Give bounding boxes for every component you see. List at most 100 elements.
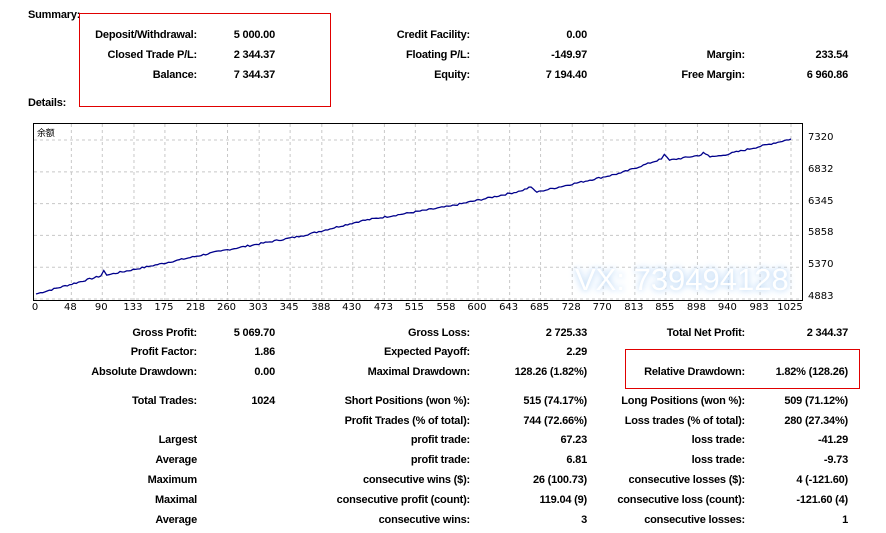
- highlight-box-relative-drawdown: [625, 349, 860, 389]
- stat-value: -9.73: [823, 454, 848, 466]
- x-tick-label: 473: [373, 302, 393, 313]
- stat-value: 509 (71.12%): [784, 395, 848, 407]
- stat-value: 744 (72.66%): [523, 415, 587, 427]
- x-tick-label: 133: [123, 302, 143, 313]
- x-tick-label: 515: [404, 302, 424, 313]
- x-tick-label: 813: [624, 302, 644, 313]
- stat-value: 0.00: [566, 29, 587, 41]
- stat-label: consecutive profit (count):: [336, 494, 471, 506]
- stat-value: 5 069.70: [233, 327, 275, 339]
- stat-label: Floating P/L:: [405, 49, 470, 61]
- y-tick-label: 6345: [808, 195, 834, 207]
- stat-value: 7 194.40: [545, 69, 587, 81]
- x-tick-label: 770: [592, 302, 612, 313]
- stat-value: 1: [842, 514, 848, 526]
- stat-label: Equity:: [434, 69, 470, 81]
- chart-plot: [34, 124, 802, 300]
- stat-value: 67.23: [560, 434, 587, 446]
- highlight-box-summary: [79, 13, 331, 107]
- x-tick-label: 90: [94, 302, 108, 313]
- stat-value: 3: [581, 514, 587, 526]
- stat-label: Long Positions (won %):: [621, 395, 745, 407]
- x-tick-label: 218: [186, 302, 206, 313]
- x-tick-label: 685: [530, 302, 550, 313]
- stat-label: Balance:: [152, 69, 197, 81]
- y-tick-label: 5858: [808, 227, 834, 239]
- x-tick-label: 643: [499, 302, 519, 313]
- stat-label: Total Net Profit:: [666, 327, 745, 339]
- stat-label: Short Positions (won %):: [344, 395, 471, 407]
- x-tick-label: 728: [561, 302, 581, 313]
- x-tick-label: 898: [686, 302, 706, 313]
- stat-value: -41.29: [818, 434, 848, 446]
- y-tick-label: 6832: [808, 163, 834, 175]
- stat-label: Loss trades (% of total):: [624, 415, 745, 427]
- stat-label: Closed Trade P/L:: [107, 49, 197, 61]
- stat-value: -121.60 (4): [796, 494, 848, 506]
- stat-value: 0.00: [254, 366, 275, 378]
- x-tick-label: 940: [717, 302, 737, 313]
- stat-value: 233.54: [815, 49, 849, 61]
- x-tick-label: 600: [467, 302, 487, 313]
- summary-title: Summary:: [28, 9, 81, 21]
- stat-value: 4 (-121.60): [796, 474, 848, 486]
- stat-value: 1024: [251, 395, 275, 407]
- stat-label: consecutive losses ($):: [628, 474, 746, 486]
- stat-value: 119.04 (9): [539, 494, 587, 506]
- stat-label: Total Trades:: [131, 395, 197, 407]
- stat-value: 6 960.86: [806, 69, 848, 81]
- stat-value: 128.26 (1.82%): [514, 366, 588, 378]
- stat-value: 2 344.37: [806, 327, 848, 339]
- stat-label: Gross Loss:: [408, 327, 470, 339]
- balance-chart: 余额: [33, 123, 803, 301]
- x-tick-label: 260: [216, 302, 237, 313]
- stat-label: Maximal Drawdown:: [367, 366, 471, 378]
- x-tick-label: 558: [436, 302, 456, 313]
- stat-value: -149.97: [551, 49, 587, 61]
- stat-label: Relative Drawdown:: [644, 366, 745, 378]
- stat-label: consecutive loss (count):: [617, 494, 745, 506]
- stat-value: 6.81: [566, 454, 587, 466]
- stat-label: consecutive losses:: [644, 514, 745, 526]
- stat-value: 1.86: [254, 346, 275, 358]
- stat-label: consecutive wins ($):: [362, 474, 470, 486]
- chart-title: 余额: [37, 128, 55, 138]
- x-tick-label: 345: [279, 302, 299, 313]
- stat-label: Profit Factor:: [130, 346, 197, 358]
- x-tick-label: 430: [342, 302, 362, 313]
- x-tick-label: 175: [154, 302, 174, 313]
- y-tick-label: 5370: [808, 259, 834, 271]
- stat-label: Credit Facility:: [396, 29, 470, 41]
- stat-label: profit trade:: [410, 454, 470, 466]
- y-tick-label: 4883: [808, 291, 834, 302]
- x-tick-label: 0: [31, 302, 39, 313]
- stat-value: 7 344.37: [233, 69, 275, 81]
- stat-label: Average: [155, 514, 197, 526]
- stat-label: profit trade:: [410, 434, 470, 446]
- y-tick-label: 7320: [808, 132, 834, 143]
- stat-label: consecutive wins:: [378, 514, 471, 526]
- x-tick-label: 1025: [777, 302, 803, 313]
- stat-value: 1.82% (128.26): [775, 366, 849, 378]
- balance-line: [35, 138, 792, 295]
- x-tick-label: 388: [311, 302, 331, 313]
- x-tick-label: 855: [655, 302, 675, 313]
- stat-value: 280 (27.34%): [784, 415, 848, 427]
- stat-value: 2.29: [566, 346, 587, 358]
- x-tick-label: 983: [749, 302, 769, 313]
- stat-label: Free Margin:: [681, 69, 745, 81]
- stat-label: loss trade:: [691, 454, 746, 466]
- stat-label: Largest: [158, 434, 198, 446]
- details-title: Details:: [28, 97, 67, 109]
- stat-value: 26 (100.73): [532, 474, 587, 486]
- watermark: VX: 739494128: [575, 262, 789, 297]
- stat-value: 2 725.33: [545, 327, 587, 339]
- stat-label: Average: [155, 454, 197, 466]
- stat-value: 2 344.37: [233, 49, 275, 61]
- stat-value: 5 000.00: [233, 29, 275, 41]
- stat-label: Expected Payoff:: [383, 346, 470, 358]
- stat-label: Maximum: [147, 474, 198, 486]
- stat-label: loss trade:: [691, 434, 746, 446]
- stat-label: Margin:: [706, 49, 746, 61]
- x-tick-label: 303: [248, 302, 268, 313]
